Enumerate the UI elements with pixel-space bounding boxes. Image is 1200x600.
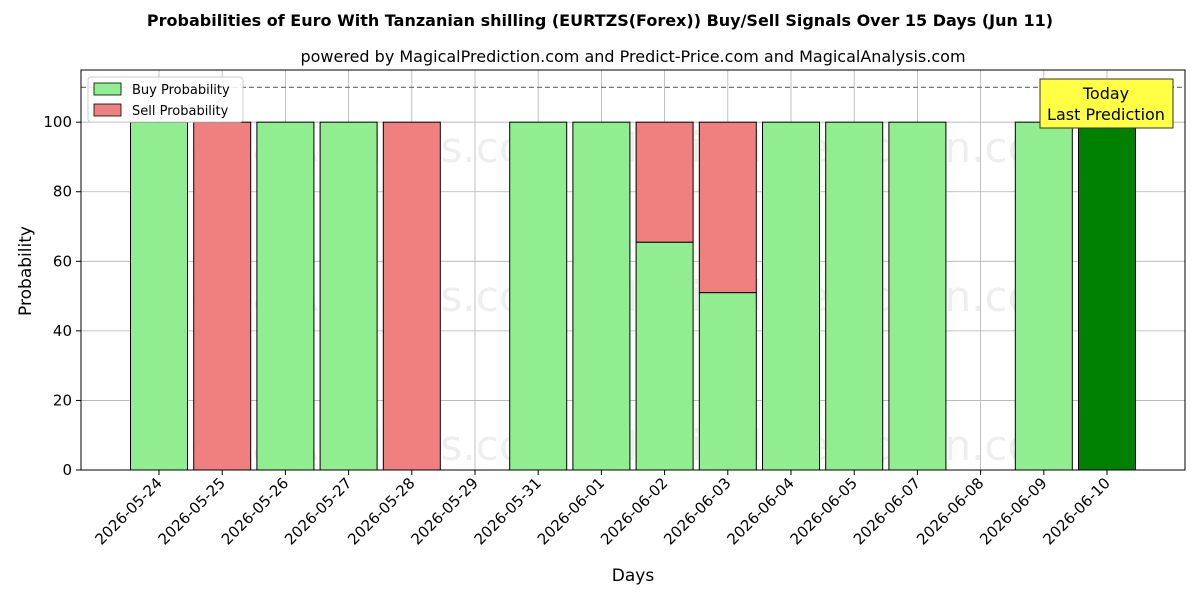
y-tick-label: 20 bbox=[53, 391, 72, 409]
plot-area: MagicalAnalysis.comMagicalPrediction.com… bbox=[43, 69, 1186, 548]
x-tick-label: 2026-06-07 bbox=[850, 474, 924, 548]
buy-bar bbox=[130, 121, 188, 471]
x-tick-label: 2026-05-31 bbox=[471, 474, 545, 548]
buy-bar bbox=[1014, 121, 1073, 471]
y-tick-label: 60 bbox=[53, 252, 72, 270]
x-tick-label: 2026-05-25 bbox=[155, 474, 229, 548]
x-tick-label: 2026-05-28 bbox=[344, 474, 418, 548]
x-tick-label: 2026-06-04 bbox=[723, 474, 797, 548]
x-tick-label: 2026-05-26 bbox=[218, 474, 292, 548]
y-tick-label: 40 bbox=[53, 322, 72, 340]
x-tick-label: 2026-06-10 bbox=[1039, 474, 1113, 548]
x-tick-label: 2026-05-27 bbox=[281, 474, 355, 548]
buy-bar bbox=[572, 121, 631, 471]
x-tick-label: 2026-06-03 bbox=[660, 474, 734, 548]
y-tick-label: 80 bbox=[53, 183, 72, 201]
y-tick-label: 100 bbox=[43, 113, 72, 131]
y-axis-label: Probability bbox=[16, 226, 36, 316]
buy-bar bbox=[825, 121, 884, 471]
buy-bar bbox=[319, 121, 378, 471]
sell-bar bbox=[193, 121, 252, 471]
buy-bar bbox=[509, 121, 568, 471]
x-tick-label: 2026-06-08 bbox=[913, 474, 987, 548]
legend-swatch-sell bbox=[93, 103, 122, 117]
chart-title: Probabilities of Euro With Tanzanian shi… bbox=[147, 11, 1053, 30]
x-tick-label: 2026-06-05 bbox=[787, 474, 861, 548]
buy-bar bbox=[698, 292, 757, 471]
legend-box bbox=[87, 76, 244, 123]
legend-label-sell: Sell Probability bbox=[132, 104, 229, 119]
x-axis-label: Days bbox=[612, 566, 655, 586]
buy-bar bbox=[888, 121, 947, 471]
today-annotation-box bbox=[1039, 78, 1174, 129]
x-tick-label: 2026-06-09 bbox=[976, 474, 1050, 548]
buy-bar bbox=[1078, 121, 1136, 471]
chart-subtitle: powered by MagicalPrediction.com and Pre… bbox=[300, 47, 965, 66]
sell-bar bbox=[635, 121, 694, 243]
x-tick-label: 2026-06-02 bbox=[597, 474, 671, 548]
legend-label-buy: Buy Probability bbox=[132, 83, 230, 98]
x-tick-label: 2026-05-29 bbox=[407, 474, 481, 548]
annotation-today: Today bbox=[1082, 84, 1129, 103]
annotation-last-prediction: Last Prediction bbox=[1047, 105, 1165, 124]
x-tick-label: 2026-06-01 bbox=[534, 474, 608, 548]
buy-bar bbox=[762, 121, 820, 471]
y-tick-label: 0 bbox=[62, 461, 72, 479]
x-tick-label: 2026-05-24 bbox=[91, 474, 165, 548]
legend-swatch-buy bbox=[93, 82, 122, 96]
plot-border bbox=[80, 69, 1186, 471]
buy-bar bbox=[256, 121, 315, 471]
sell-bar bbox=[698, 121, 757, 294]
buy-bar bbox=[635, 241, 694, 471]
sell-bar bbox=[382, 121, 441, 471]
